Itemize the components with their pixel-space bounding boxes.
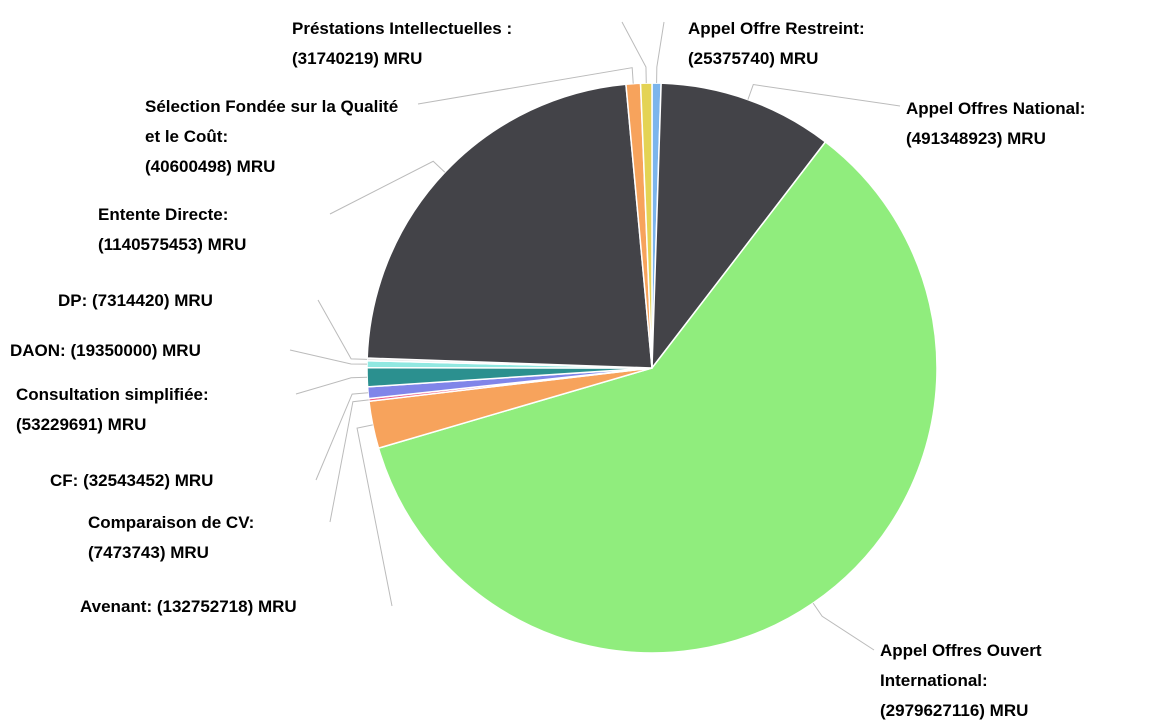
category-label: Entente Directe: bbox=[98, 205, 229, 224]
category-label: Sélection Fondée sur la Qualité et le Co… bbox=[145, 97, 399, 146]
value-label: (132752718) MRU bbox=[156, 597, 297, 616]
connector bbox=[295, 376, 368, 395]
slice-label: Appel Offres Ouvert International: (29796… bbox=[880, 636, 1095, 726]
connector bbox=[656, 21, 665, 84]
category-label: DP: bbox=[58, 291, 88, 310]
value-label: (31740219) MRU bbox=[292, 49, 423, 68]
value-label: (7473743) MRU bbox=[88, 543, 209, 562]
slice-label: Appel Offres National: (491348923) MRU bbox=[906, 94, 1156, 154]
slice-label: DAON: (19350000) MRU bbox=[10, 336, 290, 366]
connector bbox=[329, 160, 446, 215]
slice-label: Comparaison de CV: (7473743) MRU bbox=[88, 508, 338, 568]
connector bbox=[289, 349, 368, 365]
category-label: Avenant: bbox=[80, 597, 153, 616]
pie-slice bbox=[639, 82, 653, 369]
connector bbox=[329, 399, 369, 523]
pie-slice bbox=[377, 140, 938, 654]
slice-label: Sélection Fondée sur la Qualité et le Co… bbox=[145, 92, 407, 182]
value-label: (25375740) MRU bbox=[688, 49, 819, 68]
category-label: Consultation simplifiée: bbox=[16, 385, 209, 404]
value-label: (7314420) MRU bbox=[92, 291, 213, 310]
value-label: (2979627116) MRU bbox=[880, 701, 1029, 720]
connector bbox=[621, 21, 647, 84]
connector bbox=[812, 602, 875, 651]
connector bbox=[747, 84, 901, 107]
connector bbox=[356, 424, 393, 607]
connector bbox=[317, 299, 368, 360]
category-label: Appel Offres Ouvert International: bbox=[880, 641, 1042, 690]
pie-slice bbox=[651, 82, 827, 371]
pie-slice bbox=[366, 83, 653, 369]
value-label: (19350000) MRU bbox=[70, 341, 201, 360]
slice-label: Préstations Intellectuelles : (31740219) … bbox=[292, 14, 612, 74]
value-label: (53229691) MRU bbox=[16, 415, 147, 434]
category-label: Préstations Intellectuelles : bbox=[292, 19, 513, 38]
slice-label: Entente Directe: (1140575453) MRU bbox=[98, 200, 338, 260]
slice-label: CF: (32543452) MRU bbox=[50, 466, 310, 496]
value-label: (32543452) MRU bbox=[83, 471, 214, 490]
category-label: Appel Offre Restreint: bbox=[688, 19, 865, 38]
value-label: (1140575453) MRU bbox=[98, 235, 247, 254]
value-label: (491348923) MRU bbox=[906, 129, 1046, 148]
connector bbox=[417, 67, 634, 105]
slice-label: Appel Offre Restreint: (25375740) MRU bbox=[688, 14, 948, 74]
category-label: CF: bbox=[50, 471, 79, 490]
category-label: DAON: bbox=[10, 341, 66, 360]
slice-label: Consultation simplifiée: (53229691) MRU bbox=[16, 380, 296, 440]
slice-label: DP: (7314420) MRU bbox=[58, 286, 318, 316]
category-label: Comparaison de CV: bbox=[88, 513, 255, 532]
slice-label: Avenant: (132752718) MRU bbox=[80, 592, 400, 622]
connector bbox=[315, 392, 369, 481]
category-label: Appel Offres National: bbox=[906, 99, 1086, 118]
value-label: (40600498) MRU bbox=[145, 157, 276, 176]
